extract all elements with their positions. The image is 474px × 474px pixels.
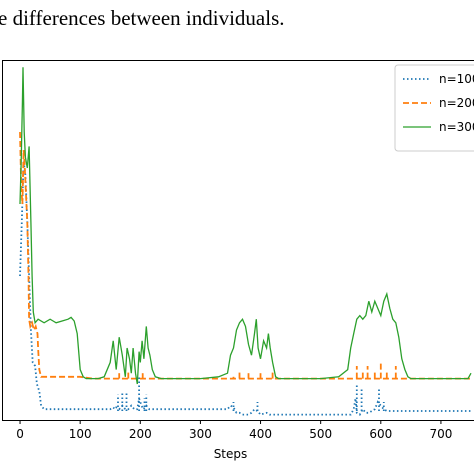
legend-label-1: n=100	[439, 72, 474, 86]
x-tick-label-400: 400	[249, 427, 272, 441]
series-line-3	[19, 67, 472, 385]
x-tick-label-300: 300	[189, 427, 212, 441]
x-tick-label-500: 500	[309, 427, 332, 441]
figure-caption: e differences between individuals.	[0, 6, 285, 30]
series-line-1	[19, 160, 471, 416]
x-tick-label-0: 0	[16, 427, 24, 441]
x-tick-label-600: 600	[369, 427, 392, 441]
legend-label-2: n=200	[439, 96, 474, 110]
series-line-2	[19, 131, 471, 380]
series-1	[19, 160, 471, 416]
legend-box	[394, 64, 474, 152]
x-axis-label: Steps	[214, 447, 248, 461]
plot-frame	[2, 60, 474, 421]
x-tick-label-100: 100	[69, 427, 92, 441]
x-axis-ticks: 0 100 200 300 400 500 600 700	[16, 420, 452, 441]
series-2	[19, 131, 471, 380]
legend: n=100 n=200 n=300	[394, 64, 474, 152]
series-3	[19, 67, 472, 385]
legend-label-3: n=300	[439, 120, 474, 134]
x-tick-label-700: 700	[429, 427, 452, 441]
x-tick-label-200: 200	[129, 427, 152, 441]
plot-lines	[19, 67, 472, 416]
